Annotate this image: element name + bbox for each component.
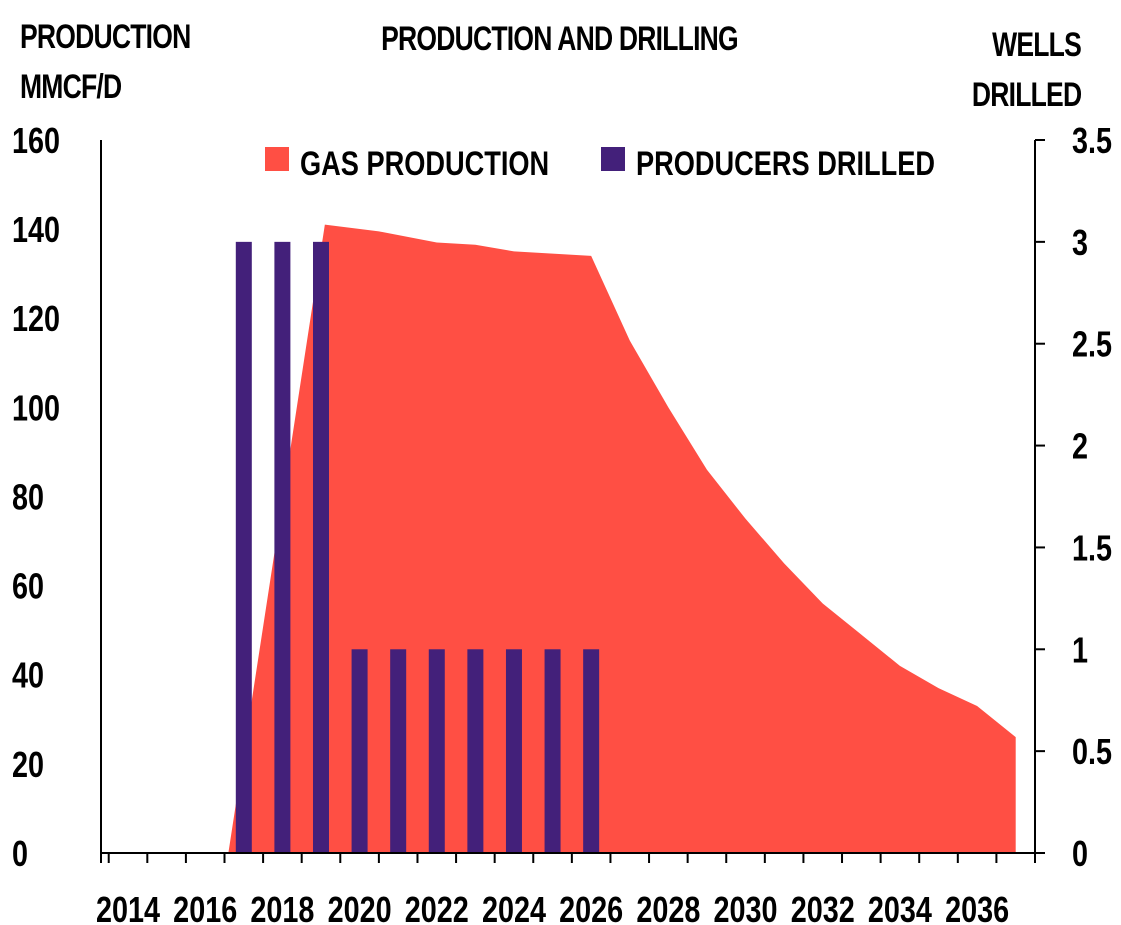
legend-label: PRODUCERS DRILLED	[636, 144, 935, 183]
left-y-tick-label: 60	[12, 565, 44, 606]
gas-production-area	[228, 224, 1016, 853]
x-tick-label: 2026	[559, 889, 623, 925]
x-tick-label: 2028	[636, 889, 700, 925]
right-y-tick-label: 0.5	[1072, 731, 1112, 772]
tick-labels-group: 2014 2016 2018 2020 2022 2024 2026 2028 2030 2032…	[12, 120, 1112, 925]
producers-drilled-bar	[583, 649, 600, 853]
x-tick-label: 2030	[714, 889, 778, 925]
legend: GAS PRODUCTION PRODUCERS DRILLED	[265, 144, 935, 183]
right-axis-title-line2: DRILLED	[971, 76, 1082, 114]
producers-drilled-bar	[351, 649, 368, 853]
right-y-tick-label: 2	[1072, 425, 1088, 466]
producers-drilled-bar	[274, 241, 291, 853]
producers-drilled-bar	[544, 649, 561, 853]
bars-group	[235, 241, 600, 853]
left-y-tick-label: 0	[12, 833, 28, 874]
left-axis-title-line1: PRODUCTION	[20, 18, 191, 56]
plot-area	[228, 224, 1016, 853]
producers-drilled-bar	[505, 649, 522, 853]
x-tick-label: 2014	[96, 889, 160, 925]
left-y-tick-label: 80	[12, 476, 44, 517]
left-y-tick-label: 160	[12, 120, 60, 161]
x-tick-label: 2020	[328, 889, 392, 925]
left-axis-title-line2: MMCF/D	[20, 68, 122, 106]
x-tick-label: 2036	[945, 889, 1009, 925]
right-y-tick-label: 3.5	[1072, 120, 1112, 161]
legend-label: GAS PRODUCTION	[300, 144, 549, 183]
x-tick-label: 2024	[482, 889, 546, 925]
left-y-tick-label: 40	[12, 655, 44, 696]
left-y-tick-label: 20	[12, 744, 44, 785]
axes-group	[100, 139, 1045, 863]
left-y-tick-label: 120	[12, 298, 60, 339]
right-y-tick-label: 2.5	[1072, 324, 1112, 365]
producers-drilled-bar	[467, 649, 484, 853]
right-axis-title-line1: WELLS	[992, 26, 1082, 64]
producers-drilled-bar	[390, 649, 407, 853]
producers-drilled-bar	[235, 241, 252, 853]
x-tick-label: 2022	[405, 889, 469, 925]
x-tick-label: 2032	[791, 889, 855, 925]
x-tick-label: 2034	[868, 889, 932, 925]
right-y-tick-label: 0	[1072, 833, 1088, 874]
chart-title: PRODUCTION AND DRILLING	[381, 20, 739, 58]
producers-drilled-bar	[428, 649, 445, 853]
right-y-tick-label: 1	[1072, 629, 1088, 670]
legend-swatch	[601, 147, 625, 171]
legend-swatch	[265, 147, 289, 171]
x-tick-label: 2016	[173, 889, 237, 925]
left-y-tick-label: 140	[12, 209, 60, 250]
x-tick-label: 2018	[250, 889, 314, 925]
left-y-tick-label: 100	[12, 387, 60, 428]
right-y-tick-label: 3	[1072, 222, 1088, 263]
producers-drilled-bar	[312, 241, 329, 853]
right-y-tick-label: 1.5	[1072, 527, 1112, 568]
